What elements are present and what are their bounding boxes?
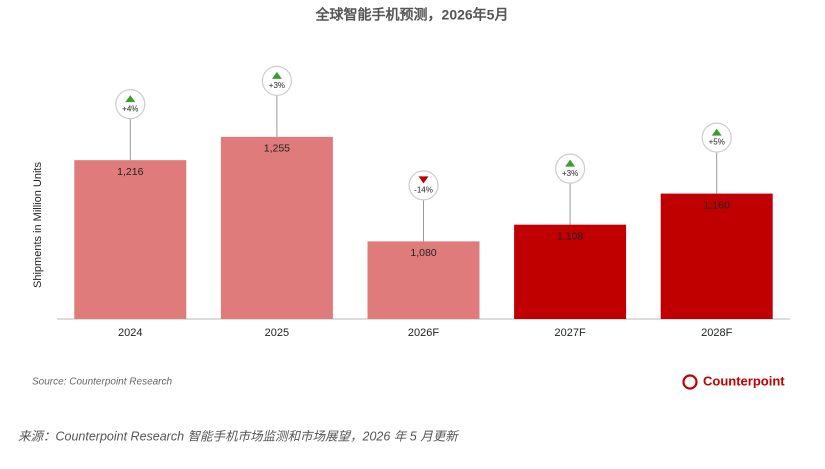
bar [514, 224, 627, 319]
growth-arrow [125, 95, 136, 103]
growth-arrow [711, 128, 722, 136]
x-tick-label: 2024 [118, 327, 142, 339]
bar [367, 241, 480, 319]
data-label: 1,108 [557, 230, 583, 242]
growth-arrow [565, 159, 576, 167]
growth-bubble [115, 89, 146, 120]
growth-label: +3% [562, 169, 578, 178]
x-tick-label: 2027F [554, 327, 585, 339]
data-label: 1,255 [264, 143, 290, 155]
growth-label: +5% [709, 138, 725, 147]
growth-label: -14% [414, 185, 433, 194]
x-tick-label: 2028F [701, 327, 732, 339]
growth-bubble [261, 65, 292, 96]
data-label: 1,160 [704, 199, 730, 211]
logo-icon [682, 374, 698, 390]
growth-bubble [554, 153, 586, 184]
data-label: 1,080 [410, 247, 436, 259]
source: Source: Counterpoint Research [32, 377, 173, 388]
growth-arrow [418, 176, 429, 184]
caption: 来源：Counterpoint Research 智能手机市场监测和市场展望，2… [18, 429, 459, 443]
growth-arrow [271, 71, 282, 79]
logo: Counterpoint [703, 373, 785, 388]
chart-title: 全球智能手机预测，2026年5月 [315, 7, 509, 23]
bar [74, 160, 187, 319]
x-tick-label: 2025 [265, 327, 289, 339]
bar [660, 193, 773, 319]
x-tick-label: 2026F [408, 327, 439, 339]
growth-label: +3% [269, 81, 285, 90]
y-axis-label: Shipments in Million Units [32, 162, 44, 288]
growth-bubble [701, 122, 732, 153]
data-label: 1,216 [117, 166, 143, 178]
bar [220, 136, 333, 319]
growth-bubble [408, 170, 439, 201]
growth-label: +4% [122, 104, 138, 113]
